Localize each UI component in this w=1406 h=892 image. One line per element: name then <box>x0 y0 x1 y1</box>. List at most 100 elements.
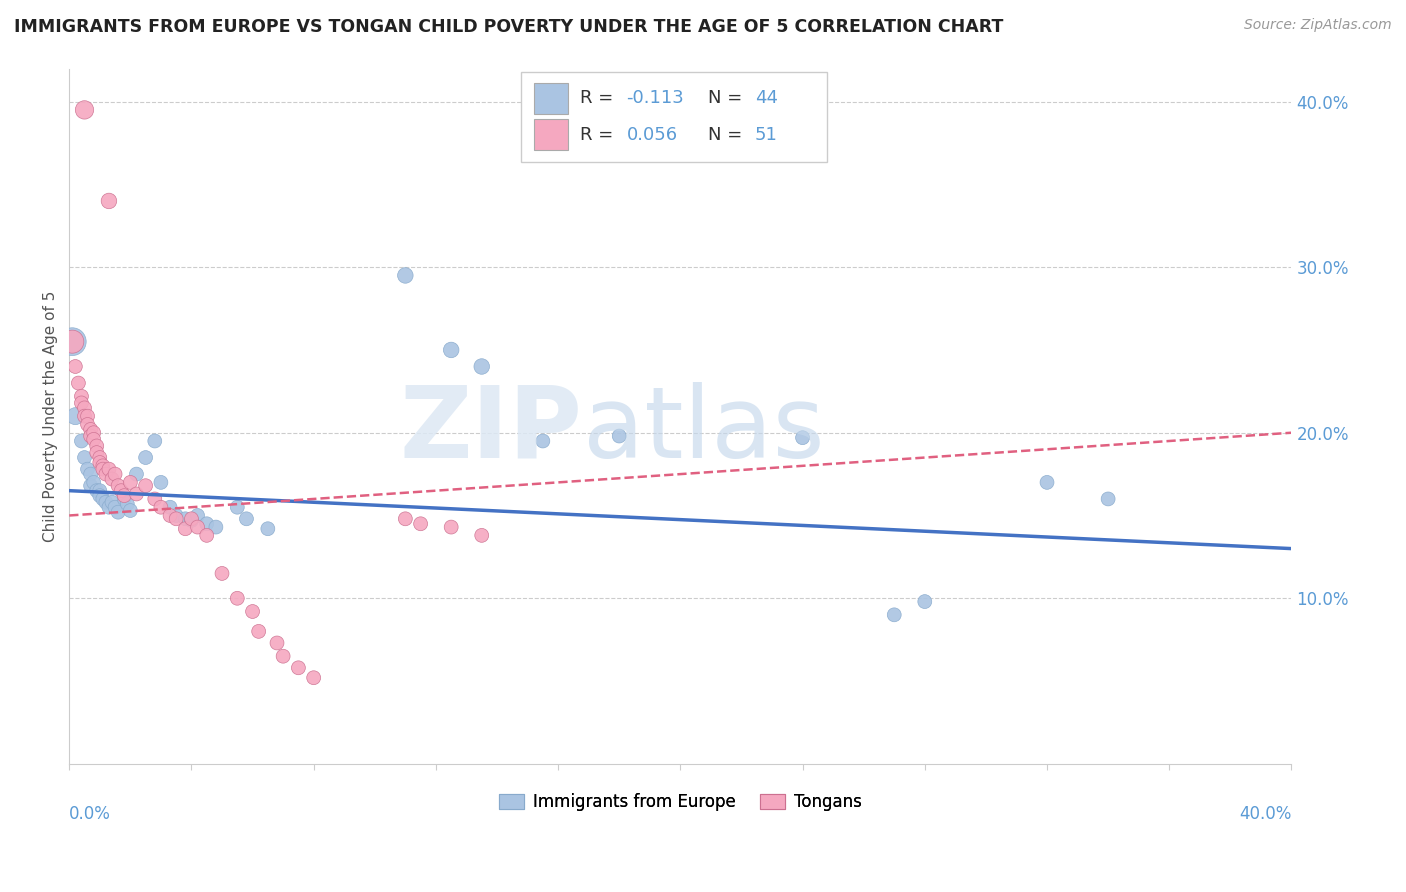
Text: -0.113: -0.113 <box>627 89 685 107</box>
Point <box>65 409 87 424</box>
Point <box>205 520 228 534</box>
Point <box>104 467 127 482</box>
Point <box>73 450 96 465</box>
Point <box>226 500 249 515</box>
Point <box>91 491 114 506</box>
Point <box>73 103 96 117</box>
Point <box>125 467 148 482</box>
Point <box>914 594 936 608</box>
Point <box>187 508 209 523</box>
Text: 0.0%: 0.0% <box>69 805 111 823</box>
Point <box>79 422 101 436</box>
Point <box>409 516 432 531</box>
Point <box>165 508 187 523</box>
Point <box>67 376 90 390</box>
Point <box>70 389 93 403</box>
Text: R =: R = <box>581 89 619 107</box>
Point <box>107 479 129 493</box>
Point <box>271 649 294 664</box>
Point <box>440 520 463 534</box>
Point <box>266 636 288 650</box>
Text: Source: ZipAtlas.com: Source: ZipAtlas.com <box>1244 18 1392 32</box>
Point <box>135 450 157 465</box>
Point <box>531 434 554 448</box>
Text: atlas: atlas <box>582 382 824 479</box>
Text: N =: N = <box>709 126 748 144</box>
Point <box>440 343 463 357</box>
Point <box>91 458 114 473</box>
Point <box>242 605 264 619</box>
Point <box>89 456 111 470</box>
Text: 51: 51 <box>755 126 778 144</box>
Point <box>97 500 120 515</box>
Point <box>1036 475 1059 490</box>
Point <box>211 566 233 581</box>
Point <box>159 508 181 523</box>
Point <box>1097 491 1119 506</box>
Point <box>180 512 202 526</box>
Text: R =: R = <box>581 126 619 144</box>
Point <box>165 512 187 526</box>
Point <box>76 417 98 432</box>
Legend: Immigrants from Europe, Tongans: Immigrants from Europe, Tongans <box>492 787 868 818</box>
Point <box>149 500 172 515</box>
Point <box>120 503 142 517</box>
Point <box>79 429 101 443</box>
Point <box>112 489 135 503</box>
Point <box>471 359 494 374</box>
Bar <box>534 83 568 114</box>
Point <box>94 467 117 482</box>
Text: 0.056: 0.056 <box>627 126 678 144</box>
Point <box>86 439 108 453</box>
Point <box>187 520 209 534</box>
Text: 44: 44 <box>755 89 778 107</box>
Point <box>110 483 132 498</box>
Point <box>117 497 139 511</box>
Point <box>94 495 117 509</box>
Point <box>83 425 105 440</box>
Point <box>89 483 111 498</box>
Point <box>257 522 280 536</box>
Point <box>195 528 218 542</box>
Text: 40.0%: 40.0% <box>1239 805 1292 823</box>
Point <box>112 491 135 506</box>
Point <box>91 462 114 476</box>
Text: N =: N = <box>709 89 748 107</box>
Point <box>107 505 129 519</box>
Point <box>65 359 87 374</box>
Point <box>70 434 93 448</box>
Point <box>104 500 127 515</box>
Point <box>792 431 814 445</box>
Point <box>394 268 416 283</box>
Point <box>97 462 120 476</box>
FancyBboxPatch shape <box>522 72 827 162</box>
Point <box>79 467 101 482</box>
Point <box>83 433 105 447</box>
Point <box>89 450 111 465</box>
Point <box>60 334 83 349</box>
Point <box>195 516 218 531</box>
Point <box>125 487 148 501</box>
Point <box>394 512 416 526</box>
Point <box>135 479 157 493</box>
Bar <box>534 119 568 150</box>
Point <box>86 483 108 498</box>
Point <box>86 445 108 459</box>
Point <box>97 194 120 208</box>
Point <box>76 409 98 424</box>
Point <box>180 513 202 527</box>
Point <box>73 409 96 424</box>
Point <box>70 396 93 410</box>
Point <box>120 475 142 490</box>
Point <box>174 512 197 526</box>
Point <box>76 462 98 476</box>
Point <box>143 434 166 448</box>
Point <box>883 607 905 622</box>
Point <box>83 475 105 490</box>
Point <box>247 624 270 639</box>
Y-axis label: Child Poverty Under the Age of 5: Child Poverty Under the Age of 5 <box>44 291 58 541</box>
Point <box>73 401 96 415</box>
Point <box>101 472 124 486</box>
Point <box>302 671 325 685</box>
Point <box>143 491 166 506</box>
